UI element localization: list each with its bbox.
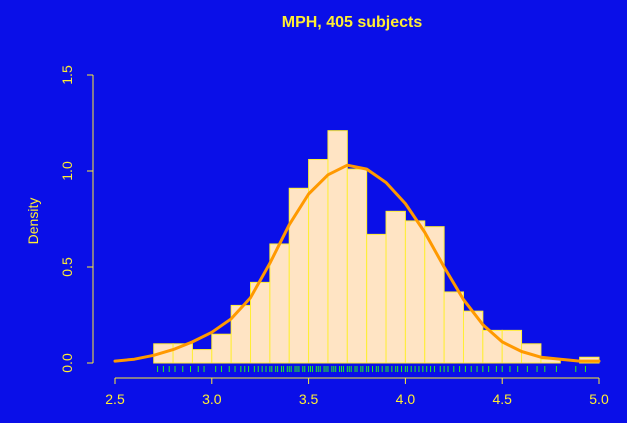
x-tick-label: 4.5 <box>492 391 512 407</box>
histogram-bar <box>443 291 464 364</box>
histogram-bars <box>153 130 600 364</box>
y-tick-label: 1.5 <box>59 65 75 85</box>
histogram-bar <box>211 333 232 364</box>
histogram-bar <box>288 187 310 364</box>
histogram-bar <box>366 233 387 364</box>
y-tick-label: 0.5 <box>59 257 75 277</box>
x-tick-label: 2.5 <box>105 391 125 407</box>
y-tick-label: 1.0 <box>59 161 75 181</box>
x-axis: 2.5 3.0 3.5 4.0 4.5 5.0 <box>105 377 609 407</box>
histogram-bar <box>191 349 213 364</box>
density-curve-layer <box>113 163 601 363</box>
histogram-bar <box>385 210 406 364</box>
histogram-bar <box>346 168 368 364</box>
x-tick-label: 3.0 <box>202 391 222 407</box>
rug-marks <box>157 366 586 372</box>
y-axis: 0.0 0.5 1.0 1.5 <box>59 65 94 373</box>
histogram-bar <box>269 243 290 364</box>
histogram-bar <box>404 220 426 364</box>
x-tick-label: 5.0 <box>589 391 609 407</box>
x-tick-label: 4.0 <box>396 391 416 407</box>
y-axis-label: Density <box>25 198 41 245</box>
density-curve <box>113 163 601 363</box>
y-tick-label: 0.0 <box>59 353 75 373</box>
chart-title: MPH, 405 subjects <box>282 14 423 31</box>
x-tick-label: 3.5 <box>299 391 319 407</box>
